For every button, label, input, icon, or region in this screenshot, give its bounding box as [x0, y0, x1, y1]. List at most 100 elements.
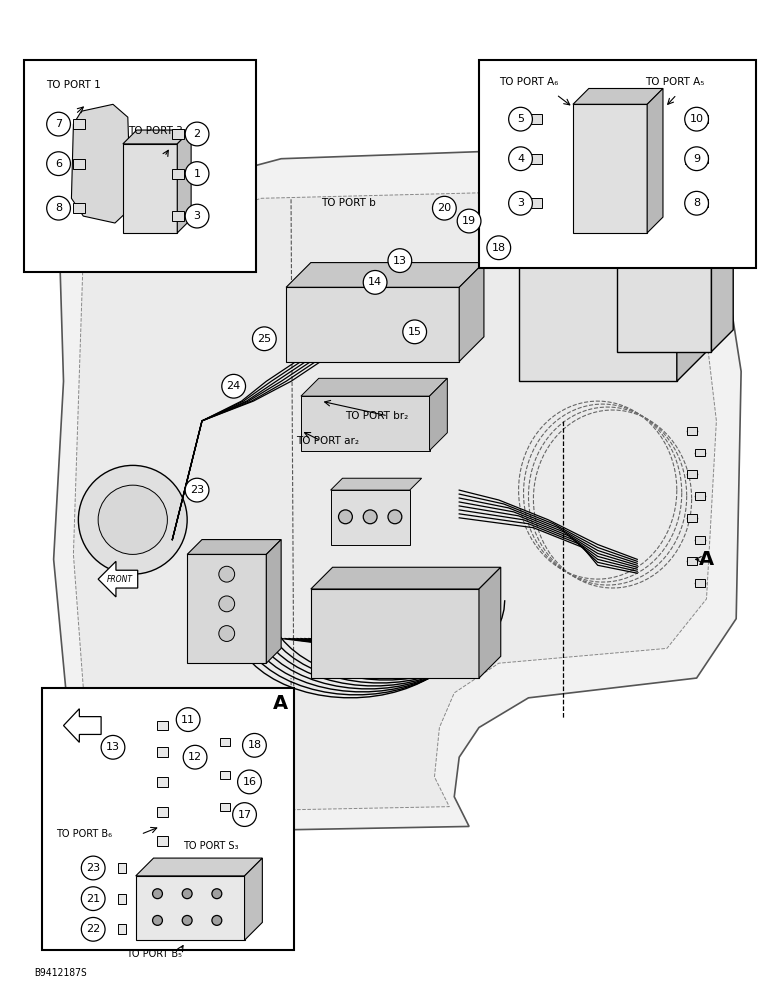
Bar: [24, 60, 256, 272]
Circle shape: [182, 889, 192, 899]
Polygon shape: [53, 149, 741, 831]
Polygon shape: [677, 174, 706, 381]
Text: 19: 19: [462, 216, 476, 226]
Circle shape: [212, 915, 222, 925]
Text: 23: 23: [190, 485, 204, 495]
Text: 23: 23: [86, 863, 100, 873]
Circle shape: [212, 889, 222, 899]
Circle shape: [252, 327, 276, 351]
Bar: [172, 211, 185, 221]
Bar: [479, 60, 756, 268]
Polygon shape: [73, 191, 716, 812]
Circle shape: [509, 107, 533, 131]
Text: 22: 22: [86, 924, 100, 934]
Text: 13: 13: [106, 742, 120, 752]
Text: TO PORT 3: TO PORT 3: [128, 126, 182, 136]
Polygon shape: [178, 130, 191, 233]
Bar: [172, 129, 185, 139]
Polygon shape: [72, 104, 130, 223]
Circle shape: [685, 147, 709, 171]
Text: 25: 25: [257, 334, 272, 344]
Text: TO PORT ar₂: TO PORT ar₂: [296, 436, 359, 446]
Text: 20: 20: [437, 203, 452, 213]
Polygon shape: [136, 858, 262, 876]
Text: 8: 8: [693, 198, 700, 208]
Bar: [573, 183, 702, 218]
Circle shape: [403, 320, 427, 344]
Text: 9: 9: [693, 154, 700, 164]
Text: A: A: [273, 694, 288, 713]
Circle shape: [222, 374, 245, 398]
Bar: [700, 199, 709, 207]
Text: FRONT: FRONT: [70, 721, 96, 730]
Text: 13: 13: [393, 256, 407, 266]
Polygon shape: [266, 540, 281, 663]
Bar: [311, 589, 479, 678]
Bar: [187, 554, 266, 663]
Text: 18: 18: [247, 740, 262, 750]
Circle shape: [388, 510, 402, 524]
Circle shape: [185, 204, 209, 228]
Bar: [157, 807, 168, 817]
Bar: [330, 490, 410, 545]
Text: 17: 17: [238, 810, 252, 820]
Circle shape: [46, 196, 70, 220]
Circle shape: [78, 465, 187, 574]
Polygon shape: [647, 88, 663, 233]
Circle shape: [101, 735, 125, 759]
Polygon shape: [330, 478, 422, 490]
Bar: [157, 721, 168, 730]
Bar: [530, 154, 542, 164]
Text: 3: 3: [517, 198, 524, 208]
Circle shape: [182, 915, 192, 925]
Circle shape: [218, 566, 235, 582]
Bar: [73, 119, 85, 129]
Bar: [618, 213, 712, 352]
Circle shape: [509, 191, 533, 215]
Bar: [530, 114, 542, 124]
Bar: [519, 203, 677, 381]
Circle shape: [487, 236, 510, 260]
Text: 1: 1: [194, 169, 201, 179]
Polygon shape: [573, 88, 663, 104]
Polygon shape: [479, 567, 501, 678]
Bar: [685, 198, 699, 208]
Text: 6: 6: [55, 159, 62, 169]
Text: 11: 11: [181, 715, 195, 725]
Circle shape: [185, 122, 209, 146]
Circle shape: [153, 889, 162, 899]
Bar: [42, 688, 294, 950]
Circle shape: [81, 887, 105, 911]
Text: B9412187S: B9412187S: [34, 968, 86, 978]
Polygon shape: [63, 709, 101, 742]
Circle shape: [432, 196, 456, 220]
Text: TO PORT b: TO PORT b: [320, 198, 375, 208]
Bar: [687, 427, 696, 435]
Text: TO PORT A₆: TO PORT A₆: [499, 77, 558, 87]
Polygon shape: [245, 858, 262, 940]
Text: 3: 3: [194, 211, 201, 221]
Text: TO PORT S₃: TO PORT S₃: [183, 841, 239, 851]
Circle shape: [81, 856, 105, 880]
Text: TO PORT br₂: TO PORT br₂: [345, 411, 408, 421]
Bar: [157, 777, 168, 787]
Circle shape: [185, 162, 209, 185]
Bar: [573, 104, 647, 233]
Circle shape: [218, 596, 235, 612]
Circle shape: [176, 708, 200, 731]
Text: 12: 12: [188, 752, 202, 762]
Circle shape: [98, 485, 168, 554]
Polygon shape: [187, 540, 281, 554]
Bar: [685, 114, 699, 124]
Text: 16: 16: [242, 777, 256, 787]
Text: TO PORT A₅: TO PORT A₅: [645, 77, 705, 87]
Text: 24: 24: [226, 381, 241, 391]
Bar: [118, 894, 126, 904]
Text: 14: 14: [368, 277, 382, 287]
Bar: [286, 287, 459, 362]
Bar: [695, 579, 705, 587]
Bar: [73, 159, 85, 169]
Circle shape: [81, 917, 105, 941]
Text: 8: 8: [55, 203, 62, 213]
Polygon shape: [123, 130, 191, 144]
